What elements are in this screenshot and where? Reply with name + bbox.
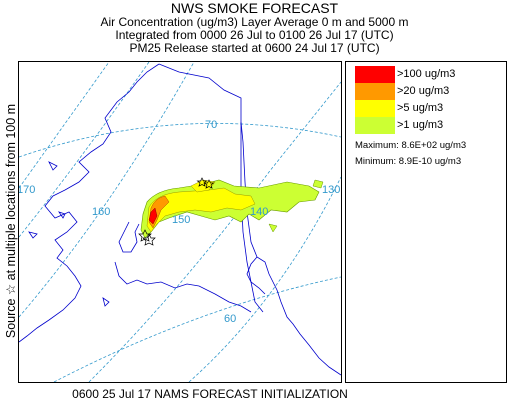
legend-label-100: >100 ug/m3 <box>397 68 456 80</box>
plume-100ugm3-contour <box>148 207 158 225</box>
lon-line-140 <box>88 81 341 382</box>
legend-minimum: Minimum: 8.9E-10 ug/m3 <box>355 156 462 167</box>
plume-secondary <box>190 179 216 193</box>
legend-maximum: Maximum: 8.6E+02 ug/m3 <box>355 140 467 151</box>
grid-label-150: 150 <box>172 214 190 226</box>
legend-swatch-5 <box>355 100 395 117</box>
smoke-plume <box>140 179 324 239</box>
grid-label-130: 130 <box>322 184 340 196</box>
legend-panel: >100 ug/m3 >20 ug/m3 >5 ug/m3 >1 ug/m3 M… <box>345 61 507 383</box>
grid-label-140: 140 <box>250 206 268 218</box>
graticule <box>19 62 341 382</box>
source-star-icon <box>138 229 152 242</box>
lat-line-60 <box>53 276 341 382</box>
integration-period: Integrated from 0000 26 Jul to 0100 26 J… <box>115 28 394 42</box>
legend-swatch-1 <box>355 117 395 134</box>
coastline <box>19 63 341 376</box>
smoke-map: 170 160 70 150 140 130 60 <box>19 62 341 382</box>
concentration-subtitle: Air Concentration (ug/m3) Layer Average … <box>100 15 409 29</box>
source-location-label: Source ☆ at multiple locations from 100 … <box>4 103 18 339</box>
plume-5ugm3-contour <box>146 187 256 233</box>
source-star-icon <box>203 179 215 189</box>
source-markers <box>138 177 215 246</box>
lat-line-70 <box>19 123 341 158</box>
grid-label-170: 170 <box>19 184 35 196</box>
grid-label-70: 70 <box>205 119 217 131</box>
legend-label-5: >5 ug/m3 <box>397 102 444 114</box>
lon-line-130 <box>188 176 341 382</box>
plume-east-cells <box>268 179 324 233</box>
alaska-coast <box>19 63 341 376</box>
forecast-initialization-footer: 0600 25 Jul 17 NAMS FORECAST INITIALIZAT… <box>72 387 348 401</box>
grid-label-160: 160 <box>92 206 110 218</box>
grid-label-60: 60 <box>224 313 236 325</box>
legend-swatch-20 <box>355 83 395 100</box>
map-frame: 170 160 70 150 140 130 60 <box>18 61 342 383</box>
source-star-icon <box>196 177 208 187</box>
canada-border <box>240 122 264 313</box>
legend-swatch-100 <box>355 66 395 83</box>
lon-line-170 <box>19 62 110 189</box>
lon-line-160 <box>19 62 150 238</box>
legend-label-20: >20 ug/m3 <box>397 85 450 97</box>
islands <box>28 161 110 307</box>
legend-label-1: >1 ug/m3 <box>397 119 444 131</box>
release-start: PM25 Release started at 0600 24 Jul 17 (… <box>129 41 380 55</box>
forecast-title: NWS SMOKE FORECAST <box>170 0 339 16</box>
lon-line-150 <box>19 62 195 318</box>
source-star-icon <box>142 233 156 246</box>
